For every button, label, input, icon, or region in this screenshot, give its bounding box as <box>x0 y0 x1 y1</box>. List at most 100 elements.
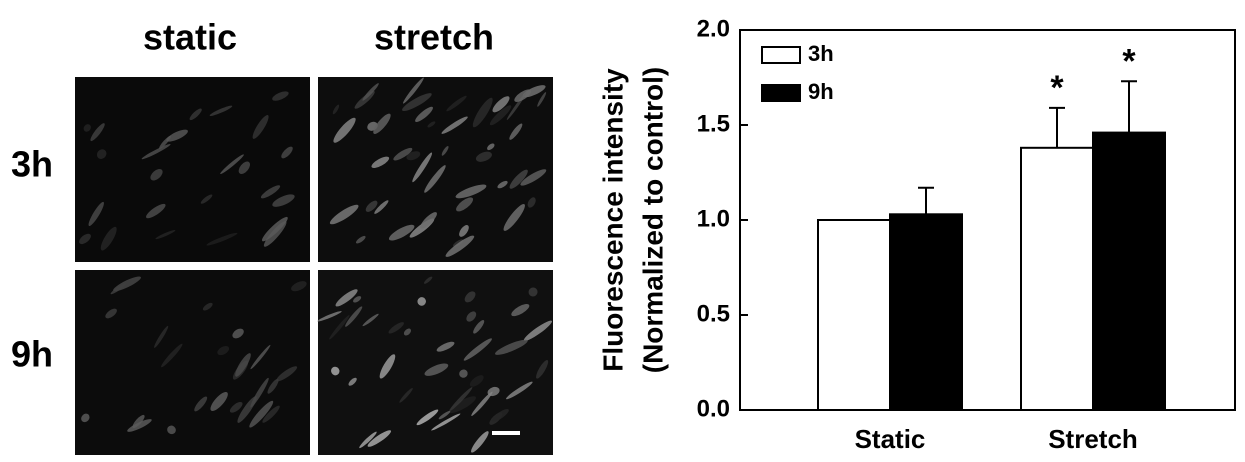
cell <box>403 328 412 336</box>
significance-mark: * <box>1122 42 1136 80</box>
cell <box>272 194 295 207</box>
cell <box>146 203 166 219</box>
column-label: stretch <box>374 17 494 58</box>
cell <box>497 180 508 189</box>
cell <box>365 200 378 212</box>
cell <box>393 147 413 161</box>
bar <box>1092 131 1166 411</box>
cell <box>371 156 390 169</box>
cell <box>88 201 104 227</box>
cell <box>252 114 269 139</box>
cell <box>374 200 389 214</box>
legend-label: 3h <box>808 41 834 66</box>
cell <box>155 230 176 240</box>
cell <box>427 121 436 128</box>
cell <box>406 151 421 161</box>
cell <box>537 92 547 107</box>
cell <box>355 235 366 244</box>
cell <box>416 409 439 426</box>
cell <box>475 151 492 162</box>
micrograph <box>75 270 310 455</box>
cell <box>509 123 523 140</box>
error-bar <box>1049 106 1065 148</box>
x-tick-label: Stretch <box>1048 424 1138 454</box>
y-tick-label: 0.0 <box>697 395 730 422</box>
cell <box>471 391 493 416</box>
cell <box>161 343 183 368</box>
cell <box>459 225 469 237</box>
cell <box>424 165 446 193</box>
cell <box>446 95 467 112</box>
y-axis-label: Fluorescence intensity <box>597 68 628 372</box>
cell <box>399 388 413 403</box>
cell <box>388 224 415 241</box>
cell <box>333 117 356 143</box>
bar <box>1020 146 1094 412</box>
cell <box>402 93 432 112</box>
x-tick-label: Static <box>855 424 926 454</box>
cell <box>402 77 424 104</box>
cell <box>441 116 468 134</box>
cell <box>329 315 350 340</box>
cell <box>100 226 117 251</box>
y-tick-label: 1.5 <box>697 110 730 137</box>
cell <box>420 212 437 229</box>
cell <box>105 308 117 319</box>
cell <box>441 145 449 156</box>
cell <box>229 401 243 413</box>
cell <box>448 396 477 414</box>
cell <box>415 106 433 123</box>
cell <box>335 289 358 307</box>
micrographs <box>75 77 553 455</box>
cell <box>514 89 532 102</box>
row-label: 3h <box>11 144 53 185</box>
cell <box>166 129 188 142</box>
cell <box>453 239 464 247</box>
significance-mark: * <box>1050 69 1064 107</box>
row-label: 9h <box>11 334 53 375</box>
cell <box>536 359 549 379</box>
cell <box>250 344 271 370</box>
cell <box>189 108 202 121</box>
cell <box>329 204 359 225</box>
cell <box>506 381 533 400</box>
cell <box>491 409 509 422</box>
bar-chart: 0.0 0.5 1.0 1.5 2.0 Fluorescence intensity (No… <box>597 15 1236 454</box>
cell <box>217 345 230 356</box>
cell <box>194 396 208 412</box>
cell <box>79 233 91 245</box>
y-tick-label: 2.0 <box>697 15 730 42</box>
cell <box>209 105 233 116</box>
legend-swatch <box>761 46 801 64</box>
cell <box>235 353 251 377</box>
y-tick-label: 0.5 <box>697 300 730 327</box>
cell <box>509 169 528 189</box>
cell <box>261 216 288 242</box>
cell <box>331 366 340 376</box>
cell <box>449 387 473 412</box>
cell <box>431 413 461 431</box>
cell <box>210 391 228 412</box>
cell <box>359 431 377 449</box>
cell <box>520 169 547 186</box>
cell <box>417 297 426 306</box>
cell <box>379 354 396 379</box>
cell <box>362 313 379 327</box>
cell <box>464 291 476 303</box>
cell <box>412 152 433 183</box>
cell <box>81 413 90 423</box>
cell <box>463 338 492 361</box>
cell <box>96 149 107 159</box>
error-bar <box>918 186 934 215</box>
cell <box>495 339 528 355</box>
cell <box>238 161 250 174</box>
cell <box>317 311 342 322</box>
scale-bar <box>492 431 520 435</box>
cell <box>523 320 553 341</box>
legend-label: 9h <box>808 79 834 104</box>
cell <box>511 304 530 317</box>
cell <box>424 363 449 376</box>
cell <box>473 320 485 334</box>
cell <box>489 105 512 126</box>
